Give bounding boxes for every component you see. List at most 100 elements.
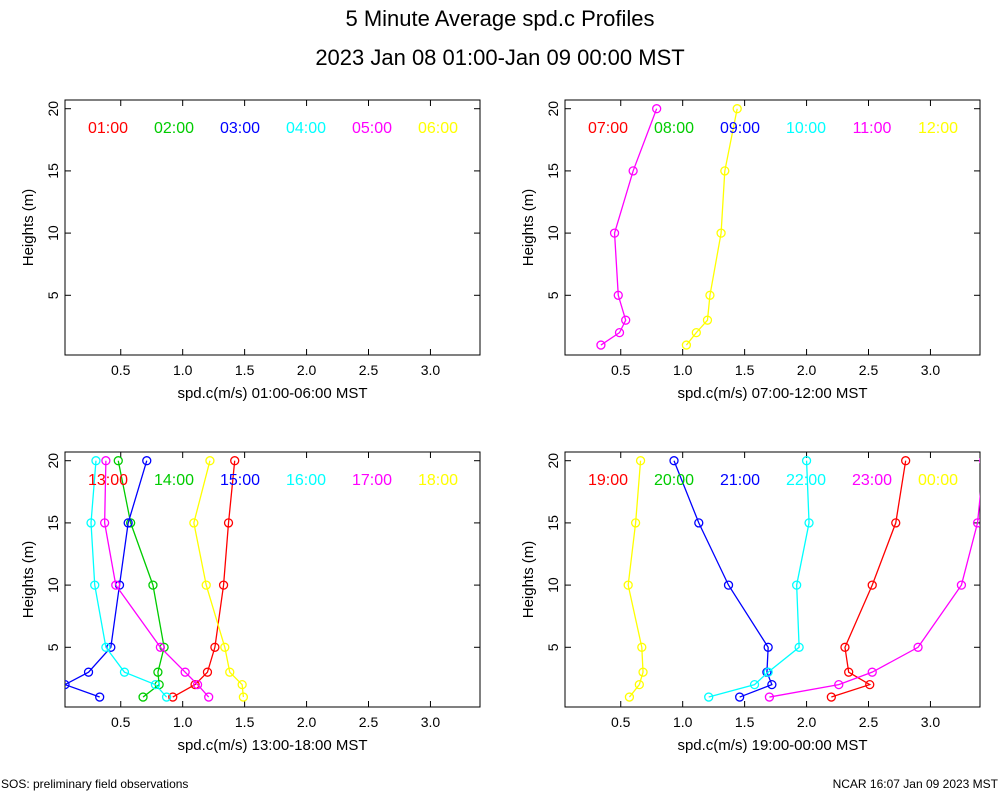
data-point <box>834 679 844 690</box>
data-point <box>638 667 648 677</box>
data-point <box>804 518 814 528</box>
x-tick-label: 1.0 <box>673 714 693 730</box>
y-tick-label: 15 <box>545 515 561 531</box>
x-axis-label: spd.c(m/s) 19:00-00:00 MST <box>677 737 867 754</box>
y-tick-label: 10 <box>545 577 561 593</box>
data-point <box>637 642 647 652</box>
data-point <box>691 327 701 338</box>
data-point <box>609 228 620 238</box>
data-point <box>705 290 715 300</box>
data-point <box>763 642 773 652</box>
data-point <box>220 642 230 652</box>
y-tick-label: 5 <box>545 643 561 651</box>
legend-entry: 12:00 <box>918 120 958 137</box>
x-tick-label: 0.5 <box>111 714 131 730</box>
data-point <box>681 340 692 350</box>
data-point <box>844 667 854 677</box>
panel-4: 0.5 1.0 1.5 2.0 2.5 3.0 5 10 15 20 spd.c(m/s) 19:0… <box>520 451 981 754</box>
series-line-2100 <box>673 460 773 698</box>
plot-frame <box>64 99 481 356</box>
figure-subtitle: 2023 Jan 08 01:00-Jan 09 00:00 MST <box>315 45 684 70</box>
y-axis-label: Heights (m) <box>20 541 37 619</box>
legend-entry: 14:00 <box>154 472 194 489</box>
data-point <box>614 327 625 338</box>
data-point <box>168 692 178 702</box>
x-tick-label: 2.0 <box>797 362 817 378</box>
data-point <box>794 642 804 652</box>
legend-entry: 09:00 <box>720 120 760 137</box>
series-line-1900 <box>831 460 907 698</box>
data-point <box>113 456 123 466</box>
panel-2: 0.5 1.0 1.5 2.0 2.5 3.0 5 10 15 20 spd.c(m/s) 07:0… <box>520 99 981 402</box>
data-point <box>694 518 704 528</box>
panel-1: 0.5 1.0 1.5 2.0 2.5 3.0 5 10 15 20 spd.c(m/s) 01:0… <box>20 99 481 402</box>
x-tick-label: 0.5 <box>111 362 131 378</box>
legend-entry: 06:00 <box>418 120 458 137</box>
data-point <box>792 580 802 590</box>
data-point <box>763 667 773 677</box>
data-point <box>635 456 646 466</box>
legend-entry: 00:00 <box>918 472 958 489</box>
legend-entry: 03:00 <box>220 120 260 137</box>
data-point <box>891 518 901 528</box>
data-point <box>189 518 199 528</box>
data-point <box>704 692 714 702</box>
data-point <box>119 667 130 677</box>
series-line-1100 <box>600 108 658 346</box>
data-point <box>623 580 633 590</box>
legend-entry: 07:00 <box>588 120 628 137</box>
data-point <box>155 642 166 652</box>
y-tick-label: 10 <box>545 225 561 241</box>
data-point <box>867 580 877 590</box>
data-point <box>634 679 644 690</box>
legend-entry: 19:00 <box>588 472 628 489</box>
data-point <box>867 667 877 677</box>
x-tick-label: 2.5 <box>859 362 879 378</box>
data-point <box>218 580 229 590</box>
x-tick-label: 2.0 <box>297 714 317 730</box>
data-point <box>596 340 606 350</box>
legend-entry: 11:00 <box>853 120 892 137</box>
x-tick-label: 3.0 <box>921 362 941 378</box>
data-point <box>624 692 635 702</box>
x-tick-label: 0.5 <box>611 362 631 378</box>
footer-left: SOS: preliminary field observations <box>1 777 188 791</box>
data-point <box>628 166 638 176</box>
legend-entry: 01:00 <box>88 120 128 137</box>
data-point <box>225 667 235 677</box>
data-point <box>735 692 745 702</box>
data-point <box>111 580 121 590</box>
x-tick-label: 2.0 <box>797 714 817 730</box>
series-line-0000 <box>627 460 644 698</box>
data-point <box>630 518 641 528</box>
y-tick-label: 10 <box>45 577 61 593</box>
series-line-1300 <box>172 460 236 698</box>
data-point <box>99 518 110 528</box>
y-tick-label: 20 <box>545 101 561 117</box>
x-tick-label: 3.0 <box>421 362 441 378</box>
x-tick-label: 1.5 <box>235 362 255 378</box>
footer-right: NCAR 16:07 Jan 09 2023 MST <box>833 777 999 791</box>
legend-entry: 20:00 <box>654 472 694 489</box>
legend-entry: 02:00 <box>154 120 194 137</box>
series-area <box>65 456 249 702</box>
data-point <box>180 667 190 677</box>
data-point <box>723 580 734 590</box>
data-point <box>732 104 742 114</box>
data-point <box>86 518 96 528</box>
series-line-1800 <box>193 460 245 698</box>
data-point <box>202 667 213 677</box>
panels-group: 0.5 1.0 1.5 2.0 2.5 3.0 5 10 15 20 spd.c(m/s) 01:0… <box>20 99 981 754</box>
data-point <box>161 692 172 702</box>
legend-entry: 10:00 <box>786 120 826 137</box>
x-axis-label: spd.c(m/s) 01:00-06:00 MST <box>177 385 367 402</box>
data-point <box>83 667 94 677</box>
y-tick-label: 20 <box>545 453 561 469</box>
data-point <box>669 456 679 466</box>
x-tick-label: 2.5 <box>359 714 379 730</box>
y-axis-label: Heights (m) <box>520 541 537 619</box>
panel-3: 0.5 1.0 1.5 2.0 2.5 3.0 5 10 15 20 spd.c(m/s) 13:0… <box>20 451 481 754</box>
data-point <box>913 642 923 652</box>
plot-frame <box>564 451 981 708</box>
y-tick-label: 20 <box>45 101 61 117</box>
